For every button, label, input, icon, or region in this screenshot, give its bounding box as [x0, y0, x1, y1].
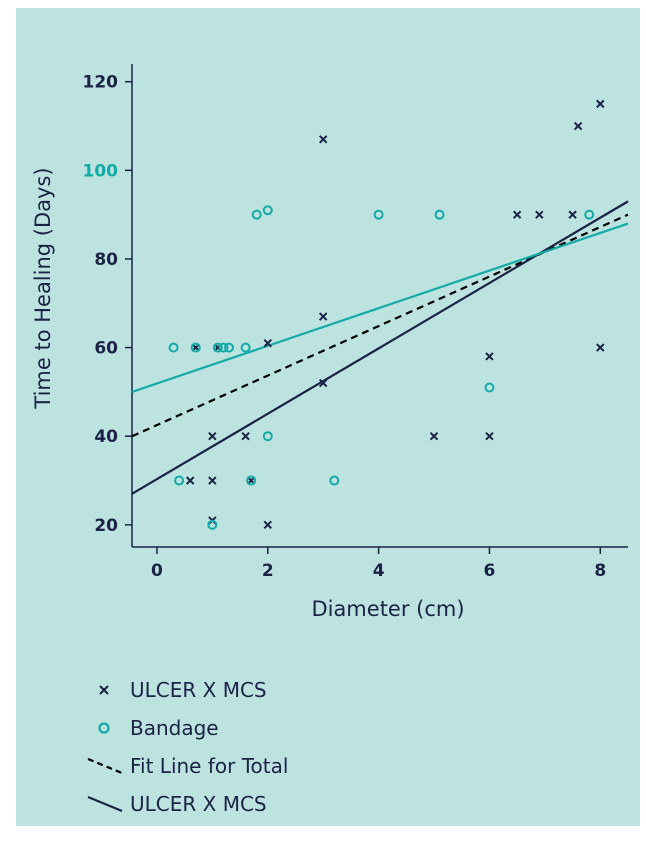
point-bandage	[174, 475, 185, 486]
axes: 20 40 60 80 100 120 0 2 4 6 8	[83, 64, 628, 581]
point-ulcer-x-mcs	[263, 338, 272, 348]
point-ulcer-x-mcs	[596, 343, 605, 352]
legend-label: Fit Line for Total	[130, 754, 288, 778]
point-ulcer-x-mcs	[596, 99, 605, 109]
fit-lines	[131, 200, 629, 495]
fit-line-total	[131, 213, 629, 438]
point-ulcer-x-mcs	[318, 378, 328, 388]
y-tick-label: 40	[94, 427, 118, 447]
point-bandage	[434, 209, 445, 220]
point-bandage	[262, 431, 273, 442]
point-bandage	[190, 342, 201, 353]
point-ulcer-x-mcs	[241, 432, 250, 441]
point-bandage	[329, 475, 340, 486]
x-tick-label: 2	[262, 561, 274, 581]
x-tick-label: 8	[594, 561, 606, 581]
legend-label: Bandage	[130, 716, 219, 740]
fit-line-ulcer	[131, 200, 629, 495]
y-tick-label: 120	[83, 73, 119, 93]
point-bandage	[168, 342, 179, 353]
y-tick-label: 60	[94, 339, 118, 359]
point-ulcer-x-mcs	[485, 352, 494, 361]
point-ulcer-x-mcs	[535, 210, 544, 219]
point-bandage	[240, 342, 251, 353]
point-ulcer-x-mcs	[512, 210, 522, 219]
point-bandage	[223, 342, 234, 353]
point-ulcer-x-mcs	[263, 520, 272, 530]
y-axis-title: Time to Healing (Days)	[31, 167, 55, 409]
point-bandage	[484, 382, 495, 393]
legend-item: ULCER X MCS	[99, 678, 267, 702]
point-bandage	[218, 342, 229, 353]
legend-item: ULCER X MCS	[87, 792, 267, 816]
point-ulcer-x-mcs	[208, 476, 217, 485]
legend: ULCER X MCS Bandage Fit Line for Total ULCE…	[87, 678, 288, 816]
legend-marker	[87, 757, 123, 775]
point-ulcer-x-mcs	[208, 432, 217, 441]
legend-label: ULCER X MCS	[130, 792, 267, 816]
x-tick-label: 0	[151, 561, 163, 581]
chart-panel	[16, 8, 640, 826]
legend-marker	[87, 795, 123, 813]
point-ulcer-x-mcs	[429, 432, 439, 441]
point-ulcer-x-mcs	[573, 121, 583, 131]
point-ulcer-x-mcs	[318, 312, 328, 321]
y-tick-label: 100	[83, 161, 119, 181]
x-tick-label: 4	[373, 561, 385, 581]
point-bandage	[373, 209, 384, 220]
point-ulcer-x-mcs	[568, 210, 577, 219]
y-tick-label: 80	[94, 250, 118, 270]
point-bandage	[251, 209, 262, 220]
point-ulcer-x-mcs	[318, 135, 328, 144]
x-axis-title: Diameter (cm)	[311, 597, 464, 621]
legend-marker	[98, 722, 110, 734]
data-points	[168, 99, 605, 530]
y-tick-label: 20	[94, 516, 118, 536]
point-ulcer-x-mcs	[485, 432, 494, 441]
point-bandage	[262, 205, 273, 216]
fit-line-bandage	[131, 222, 629, 393]
x-tick-label: 6	[484, 561, 496, 581]
point-ulcer-x-mcs	[185, 476, 195, 485]
point-bandage	[584, 209, 595, 220]
point-bandage	[246, 475, 257, 486]
point-bandage	[212, 342, 223, 353]
legend-item: Fit Line for Total	[87, 754, 288, 778]
point-bandage	[207, 519, 218, 530]
legend-item: Bandage	[98, 716, 219, 740]
legend-label: ULCER X MCS	[130, 678, 267, 702]
